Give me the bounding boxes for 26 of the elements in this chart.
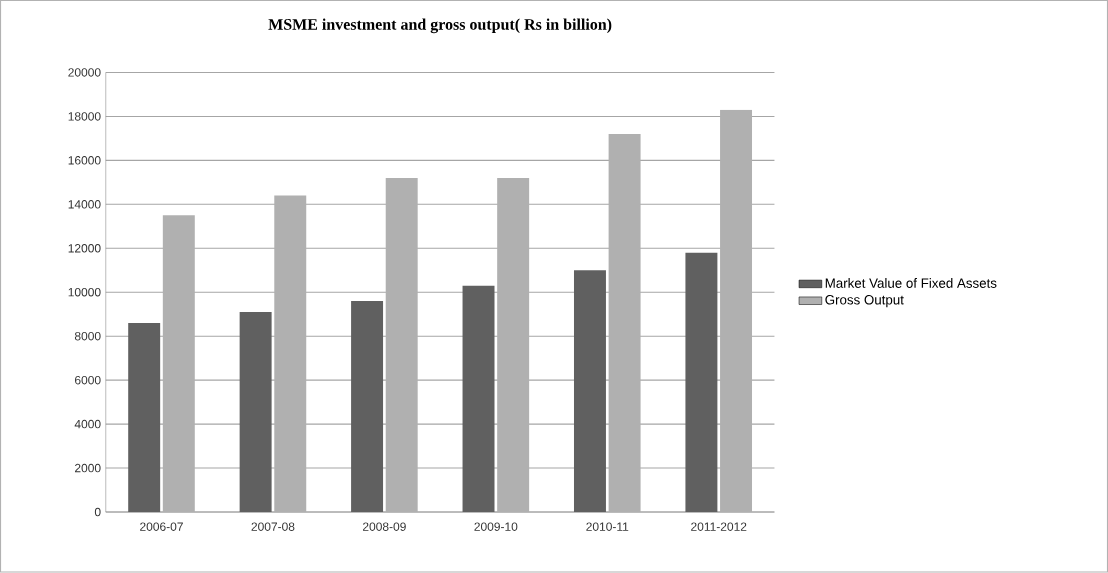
legend-label: Gross Output bbox=[825, 295, 904, 308]
bar bbox=[462, 285, 495, 513]
bar bbox=[685, 252, 718, 513]
y-tick-label: 4000 bbox=[74, 420, 101, 429]
x-tick-label: 2007-08 bbox=[251, 522, 295, 532]
legend-label: Market Value of Fixed Assets bbox=[825, 278, 997, 289]
y-tick-label: 16000 bbox=[68, 156, 101, 165]
y-tick-label: 14000 bbox=[68, 200, 101, 209]
x-tick-label: 2008-09 bbox=[363, 522, 406, 532]
y-tick-label: 12000 bbox=[68, 244, 101, 253]
y-tick-label: 20000 bbox=[68, 68, 101, 77]
y-tick-label: 0 bbox=[94, 508, 101, 517]
bar bbox=[239, 312, 272, 513]
x-tick-label: 2006-07 bbox=[140, 522, 183, 532]
y-tick-label: 8000 bbox=[74, 332, 101, 341]
bar bbox=[351, 301, 384, 513]
chart-title: MSME investment and gross output( Rs in billion) bbox=[268, 18, 612, 34]
y-tick-label: 10000 bbox=[68, 288, 101, 297]
y-tick-label: 18000 bbox=[68, 112, 101, 121]
bar bbox=[128, 323, 161, 513]
x-tick-label: 2009-10 bbox=[474, 522, 518, 532]
y-tick-label: 2000 bbox=[75, 464, 101, 473]
y-tick-label: 6000 bbox=[75, 376, 101, 385]
bar bbox=[573, 270, 606, 513]
x-tick-label: 2011-2012 bbox=[691, 522, 747, 532]
x-tick-label: 2010-11 bbox=[586, 522, 629, 532]
